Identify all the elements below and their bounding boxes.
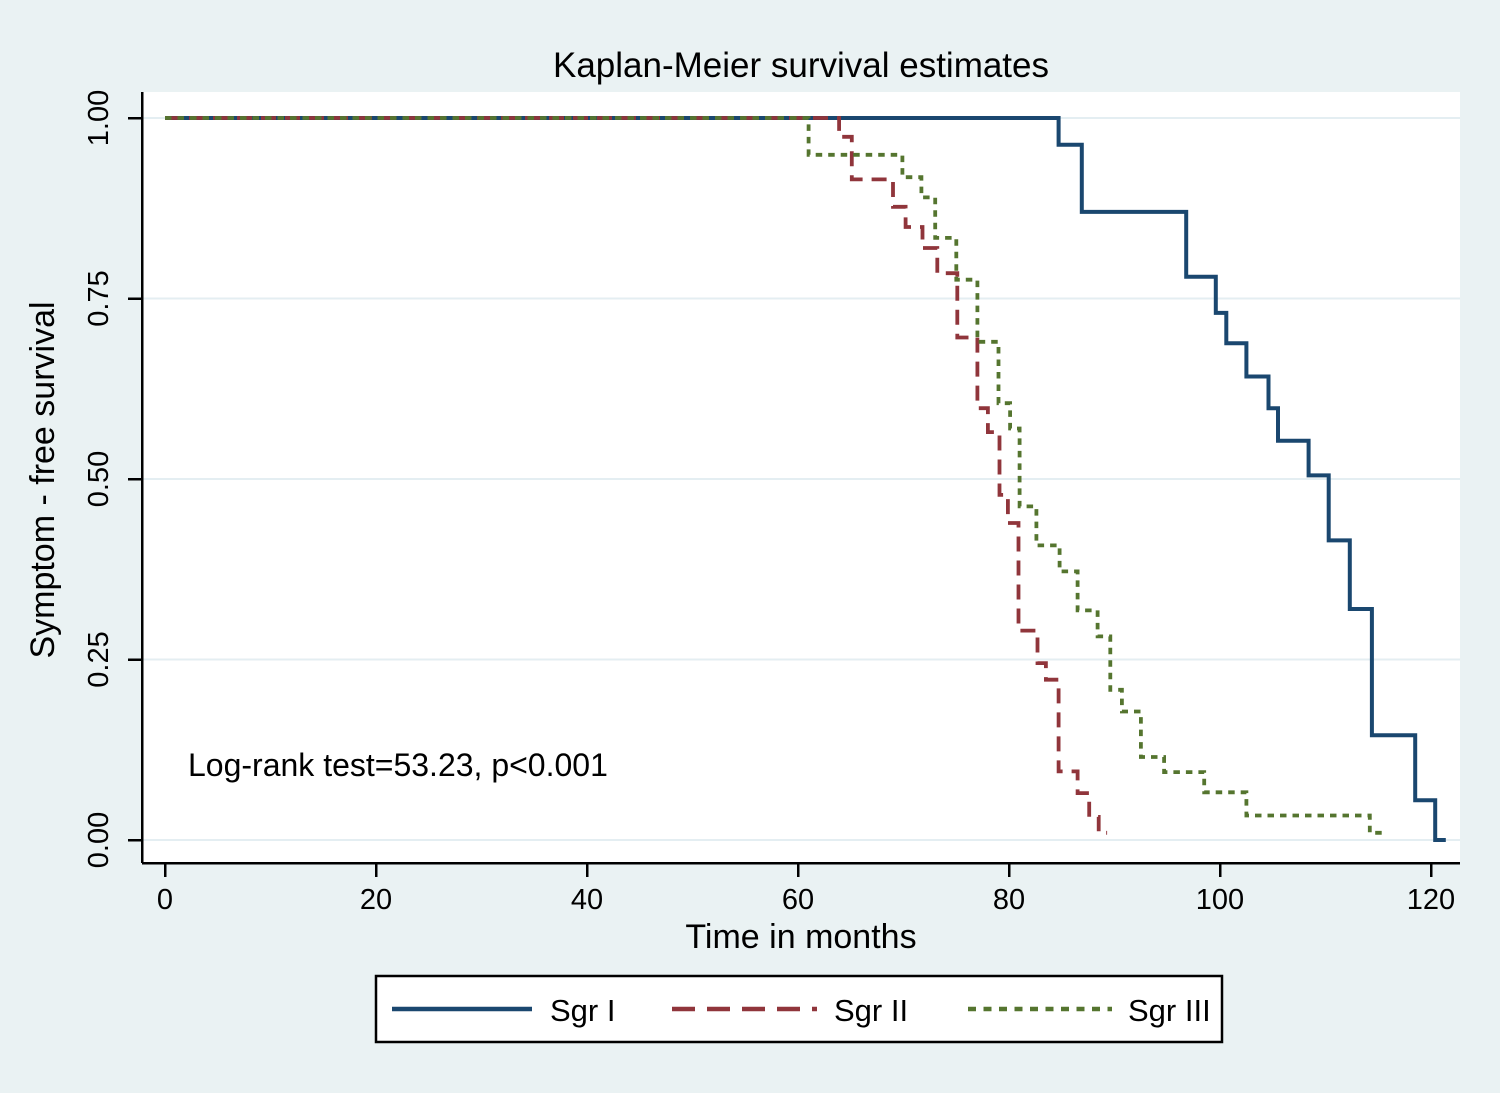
x-tick-label-40: 40 — [571, 884, 603, 916]
y-tick-label-0.25: 0.25 — [83, 631, 115, 687]
legend-label-sgr3: Sgr III — [1128, 993, 1211, 1028]
x-axis-label: Time in months — [685, 918, 916, 956]
axes — [140, 92, 1460, 865]
curve-sgr-ii — [165, 116, 1108, 835]
legend-label-sgr1: Sgr I — [550, 993, 615, 1028]
x-tick-label-120: 120 — [1407, 884, 1455, 916]
legend: Sgr I Sgr II Sgr III — [374, 974, 1224, 1044]
curve-sgr-i — [165, 116, 1446, 842]
annotation-logrank: Log-rank test=53.23, p<0.001 — [188, 747, 608, 783]
survival-curves — [165, 116, 1446, 842]
plot-area — [142, 92, 1460, 863]
y-axis-label: Symptom - free survival — [24, 301, 62, 658]
x-tick-label-100: 100 — [1196, 884, 1244, 916]
chart-title: Kaplan-Meier survival estimates — [553, 46, 1049, 85]
y-axis-ticks: 0.00 0.25 0.50 0.75 1.00 — [83, 90, 142, 868]
x-tick-label-0: 0 — [157, 884, 173, 916]
y-tick-label-0.50: 0.50 — [83, 451, 115, 507]
y-tick-label-0.75: 0.75 — [83, 270, 115, 326]
x-tick-label-20: 20 — [360, 884, 392, 916]
x-tick-label-80: 80 — [993, 884, 1025, 916]
legend-label-sgr2: Sgr II — [834, 993, 908, 1028]
x-tick-label-60: 60 — [782, 884, 814, 916]
x-axis-ticks: 0 20 40 60 80 100 120 — [157, 863, 1455, 916]
y-tick-label-0.00: 0.00 — [83, 812, 115, 868]
y-tick-label-1.00: 1.00 — [83, 90, 115, 146]
